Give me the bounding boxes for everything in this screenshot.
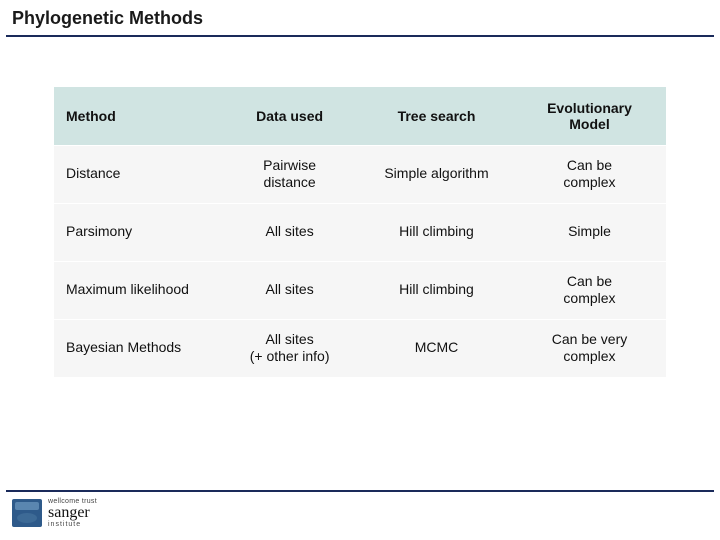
logo-sub: institute bbox=[48, 521, 97, 528]
methods-table-container: Method Data used Tree search Evolutionar… bbox=[0, 37, 720, 378]
col-header-evolutionary-model: EvolutionaryModel bbox=[513, 87, 666, 145]
table-row: Maximum likelihood All sites Hill climbi… bbox=[54, 261, 666, 319]
logo-text: wellcome trust sanger institute bbox=[48, 498, 97, 528]
methods-table: Method Data used Tree search Evolutionar… bbox=[54, 87, 666, 378]
footer-rule bbox=[6, 490, 714, 492]
table-row: Bayesian Methods All sites(+ other info)… bbox=[54, 319, 666, 377]
cell-data-used: All sites bbox=[219, 203, 360, 261]
table-header-row: Method Data used Tree search Evolutionar… bbox=[54, 87, 666, 145]
logo-main: sanger bbox=[48, 505, 97, 521]
table-row: Distance Pairwisedistance Simple algorit… bbox=[54, 145, 666, 203]
col-header-data-used: Data used bbox=[219, 87, 360, 145]
logo-mark-icon bbox=[12, 499, 42, 527]
footer: wellcome trust sanger institute bbox=[0, 490, 720, 540]
cell-tree-search: Hill climbing bbox=[360, 203, 513, 261]
col-header-tree-search: Tree search bbox=[360, 87, 513, 145]
cell-method: Distance bbox=[54, 145, 219, 203]
sanger-logo: wellcome trust sanger institute bbox=[0, 498, 720, 528]
cell-method: Parsimony bbox=[54, 203, 219, 261]
cell-evolutionary-model: Can becomplex bbox=[513, 145, 666, 203]
table-row: Parsimony All sites Hill climbing Simple bbox=[54, 203, 666, 261]
cell-method: Maximum likelihood bbox=[54, 261, 219, 319]
cell-evolutionary-model: Simple bbox=[513, 203, 666, 261]
cell-data-used: All sites bbox=[219, 261, 360, 319]
cell-tree-search: MCMC bbox=[360, 319, 513, 377]
cell-tree-search: Simple algorithm bbox=[360, 145, 513, 203]
page-title: Phylogenetic Methods bbox=[12, 8, 708, 29]
cell-evolutionary-model: Can be verycomplex bbox=[513, 319, 666, 377]
cell-data-used: Pairwisedistance bbox=[219, 145, 360, 203]
cell-data-used: All sites(+ other info) bbox=[219, 319, 360, 377]
cell-method: Bayesian Methods bbox=[54, 319, 219, 377]
cell-tree-search: Hill climbing bbox=[360, 261, 513, 319]
col-header-method: Method bbox=[54, 87, 219, 145]
cell-evolutionary-model: Can becomplex bbox=[513, 261, 666, 319]
